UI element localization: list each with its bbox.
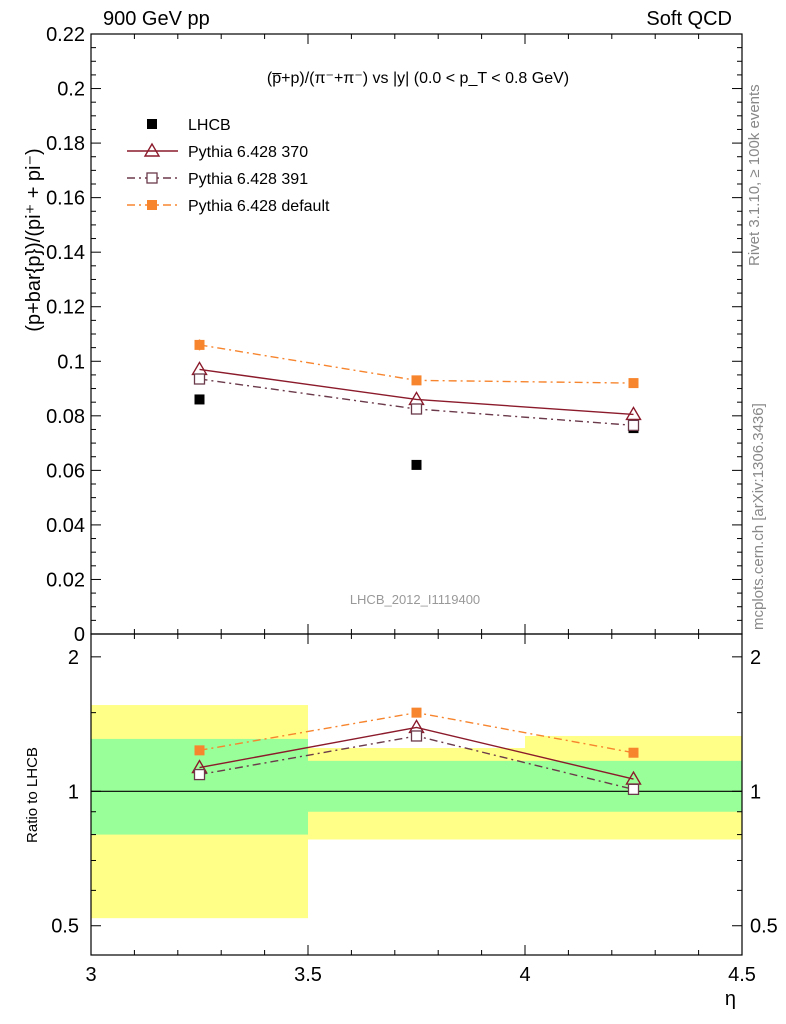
ratio-ytick-label-right: 0.5 bbox=[750, 916, 778, 938]
legend-marker-pythia-6-428-default bbox=[147, 200, 157, 210]
ratio-point-pythia-6-428-default bbox=[628, 747, 639, 758]
main-point-pythia-6-428-391 bbox=[410, 403, 423, 415]
main-ytick-label: 0.06 bbox=[46, 460, 85, 482]
legend-marker-pythia-6-428-370 bbox=[143, 142, 161, 157]
main-point-pythia-6-428-370 bbox=[625, 406, 642, 421]
header-right: Soft QCD bbox=[646, 8, 732, 30]
ratio-plot-frame bbox=[90, 633, 743, 956]
main-point-pythia-6-428-default bbox=[411, 375, 422, 386]
legend-marker-lhcb bbox=[147, 119, 157, 129]
main-point-pythia-6-428-370 bbox=[191, 361, 208, 376]
ratio-point-pythia-6-428-default bbox=[194, 745, 205, 756]
legend-label-pythia-6-428-default: Pythia 6.428 default bbox=[188, 198, 330, 215]
main-point-pythia-6-428-391 bbox=[193, 373, 206, 385]
x-axis-label: η bbox=[725, 988, 736, 1010]
main-ytick-label: 0.16 bbox=[46, 188, 85, 210]
main-series-line-pythia-6-428-370 bbox=[199, 368, 634, 416]
ratio-ytick-label-right: 2 bbox=[750, 647, 761, 669]
main-ytick-label: 0.18 bbox=[46, 133, 85, 155]
legend-label-pythia-6-428-370: Pythia 6.428 370 bbox=[188, 144, 308, 161]
ratio-stat-band-1 bbox=[308, 760, 525, 812]
analysis-watermark: LHCB_2012_I1119400 bbox=[350, 592, 480, 607]
main-ytick-label: 0.12 bbox=[46, 297, 85, 319]
main-series-line-pythia-6-428-391 bbox=[199, 378, 634, 427]
ratio-point-pythia-6-428-391 bbox=[193, 768, 206, 781]
ratio-point-pythia-6-428-391 bbox=[410, 730, 423, 742]
main-ytick-label: 0.08 bbox=[46, 406, 85, 428]
x-tick-label: 4.5 bbox=[728, 964, 756, 986]
ratio-ytick-label: 1 bbox=[68, 781, 79, 803]
chart-title: (p̅+p)/(π⁻+π⁻) vs |y| (0.0 < p_T < 0.8 G… bbox=[267, 70, 569, 87]
legend-label-lhcb: LHCB bbox=[188, 117, 231, 134]
x-tick-label: 3 bbox=[85, 964, 96, 986]
main-ytick-label: 0.2 bbox=[57, 79, 85, 101]
ratio-series-line-pythia-6-428-370 bbox=[199, 726, 634, 780]
main-y-axis-label: (p+bar{p})/(pi⁺ + pi⁻) bbox=[23, 148, 45, 331]
main-ytick-label: 0.02 bbox=[46, 569, 85, 591]
main-ytick-label: 0.1 bbox=[57, 351, 85, 373]
main-point-lhcb bbox=[411, 459, 422, 470]
legend-marker-pythia-6-428-391 bbox=[146, 172, 158, 184]
legend-label-pythia-6-428-391: Pythia 6.428 391 bbox=[188, 171, 308, 188]
main-point-lhcb bbox=[194, 394, 205, 405]
main-ytick-label: 0.14 bbox=[46, 242, 85, 264]
main-ytick-label: 0.04 bbox=[46, 515, 85, 537]
main-ytick-label: 0.22 bbox=[46, 24, 85, 46]
ratio-ytick-label: 2 bbox=[68, 647, 79, 669]
x-tick-label: 3.5 bbox=[294, 964, 322, 986]
header-left: 900 GeV pp bbox=[103, 8, 210, 30]
x-tick-label: 4 bbox=[519, 964, 530, 986]
ratio-point-pythia-6-428-391 bbox=[627, 783, 640, 796]
main-point-pythia-6-428-default bbox=[628, 378, 639, 389]
ratio-ytick-label: 0.5 bbox=[51, 916, 79, 938]
ratio-y-axis-label: Ratio to LHCB bbox=[24, 747, 41, 843]
ratio-ytick-label-right: 1 bbox=[750, 781, 761, 803]
main-ytick-label: 0 bbox=[74, 624, 85, 646]
main-point-pythia-6-428-391 bbox=[627, 419, 640, 432]
ratio-point-pythia-6-428-default bbox=[411, 707, 422, 718]
